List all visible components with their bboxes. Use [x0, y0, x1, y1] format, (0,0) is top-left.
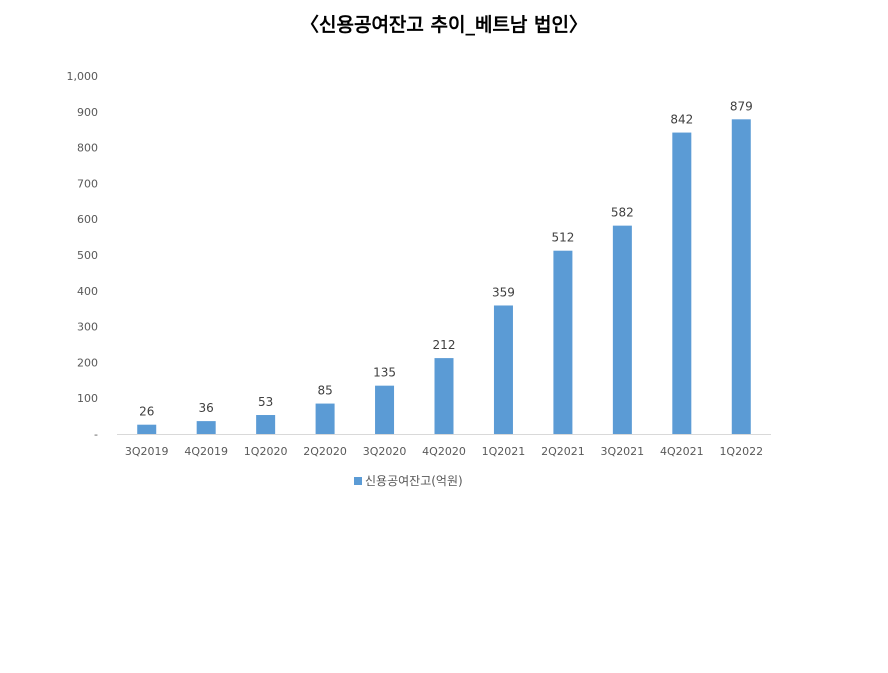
- chart-title: 〈신용공여잔고 추이_베트남 법인〉: [300, 14, 588, 36]
- y-tick-label: 100: [77, 392, 98, 405]
- bar: [672, 132, 692, 434]
- legend-swatch: [354, 476, 362, 485]
- data-label: 212: [433, 338, 456, 352]
- x-tick-label: 2Q2020: [303, 445, 347, 458]
- data-label: 582: [611, 206, 634, 220]
- bar: [612, 225, 632, 434]
- data-label: 359: [492, 285, 515, 299]
- data-label: 842: [670, 113, 693, 127]
- data-label: 135: [373, 366, 396, 380]
- x-tick-label: 3Q2021: [601, 445, 645, 458]
- y-tick-label: 500: [77, 249, 98, 262]
- data-label: 879: [730, 99, 753, 113]
- bar: [493, 305, 513, 434]
- x-tick-label: 1Q2020: [244, 445, 288, 458]
- bar: [137, 424, 157, 434]
- data-label: 53: [258, 395, 273, 409]
- x-tick-label: 4Q2021: [660, 445, 704, 458]
- x-tick-label: 3Q2019: [125, 445, 169, 458]
- x-tick-label: 1Q2022: [719, 445, 763, 458]
- bar: [731, 119, 751, 435]
- x-tick-label: 1Q2021: [482, 445, 526, 458]
- y-tick-label: -: [94, 428, 98, 441]
- legend-label: 신용공여잔고(억원): [365, 474, 463, 488]
- bar: [375, 385, 395, 434]
- y-tick-label: 900: [77, 106, 98, 119]
- bar: [553, 250, 573, 434]
- y-tick-label: 600: [77, 213, 98, 226]
- bar: [434, 358, 454, 434]
- bar: [256, 415, 276, 434]
- y-tick-label: 200: [77, 356, 98, 369]
- x-tick-label: 3Q2020: [363, 445, 407, 458]
- x-tick-label: 4Q2020: [422, 445, 466, 458]
- x-tick-label: 4Q2019: [184, 445, 228, 458]
- data-label: 36: [199, 401, 214, 415]
- y-tick-label: 400: [77, 285, 98, 298]
- bar: [315, 403, 335, 434]
- y-tick-label: 800: [77, 142, 98, 155]
- data-label: 85: [317, 384, 332, 398]
- x-tick-label: 2Q2021: [541, 445, 585, 458]
- y-tick-label: 1,000: [67, 70, 99, 83]
- y-tick-label: 300: [77, 321, 98, 334]
- data-label: 26: [139, 405, 154, 419]
- legend: 신용공여잔고(억원): [354, 472, 463, 489]
- data-label: 512: [551, 231, 574, 245]
- y-tick-label: 700: [77, 177, 98, 190]
- bar: [196, 421, 216, 434]
